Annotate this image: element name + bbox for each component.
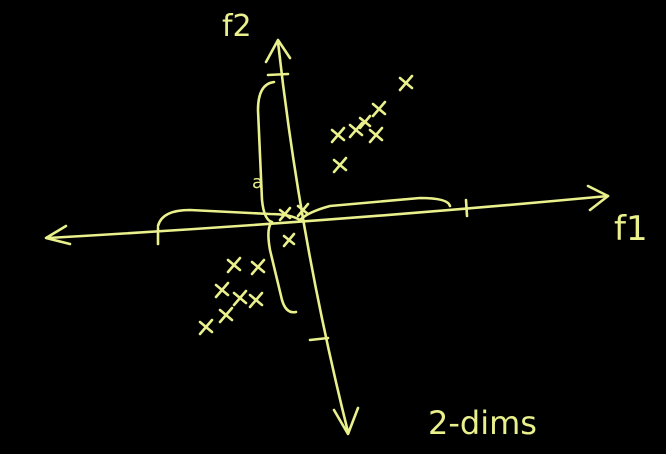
cross: [332, 156, 348, 174]
x-arrow-left: [44, 224, 72, 246]
cross: [232, 289, 248, 307]
y-arrow-top: [264, 38, 292, 64]
cross: [348, 121, 364, 139]
cross: [368, 126, 384, 144]
cross: [248, 291, 264, 309]
x-arrow-right: [586, 184, 610, 212]
y-axis: [276, 40, 350, 434]
x-axis-label: f1: [614, 209, 648, 249]
horizontal-brace: [156, 196, 452, 228]
cross: [198, 318, 214, 336]
y-tick: [266, 72, 290, 77]
brace-label: a: [252, 172, 263, 193]
cross: [226, 256, 242, 274]
data-points: [198, 74, 414, 336]
cross: [330, 126, 346, 144]
caption: 2-dims: [428, 404, 537, 442]
cross: [250, 258, 266, 276]
y-arrow-bottom: [332, 406, 360, 436]
cross: [278, 206, 292, 222]
cross: [296, 202, 310, 218]
cross: [398, 74, 414, 92]
vertical-brace: [256, 80, 298, 314]
cross: [218, 306, 234, 324]
y-tick: [308, 336, 330, 342]
y-axis-label: f2: [222, 9, 252, 44]
cross: [371, 100, 387, 118]
cross: [358, 114, 372, 130]
x-tick: [464, 198, 469, 218]
cross: [214, 281, 230, 299]
cross: [282, 232, 296, 248]
x-axis: [46, 194, 610, 240]
